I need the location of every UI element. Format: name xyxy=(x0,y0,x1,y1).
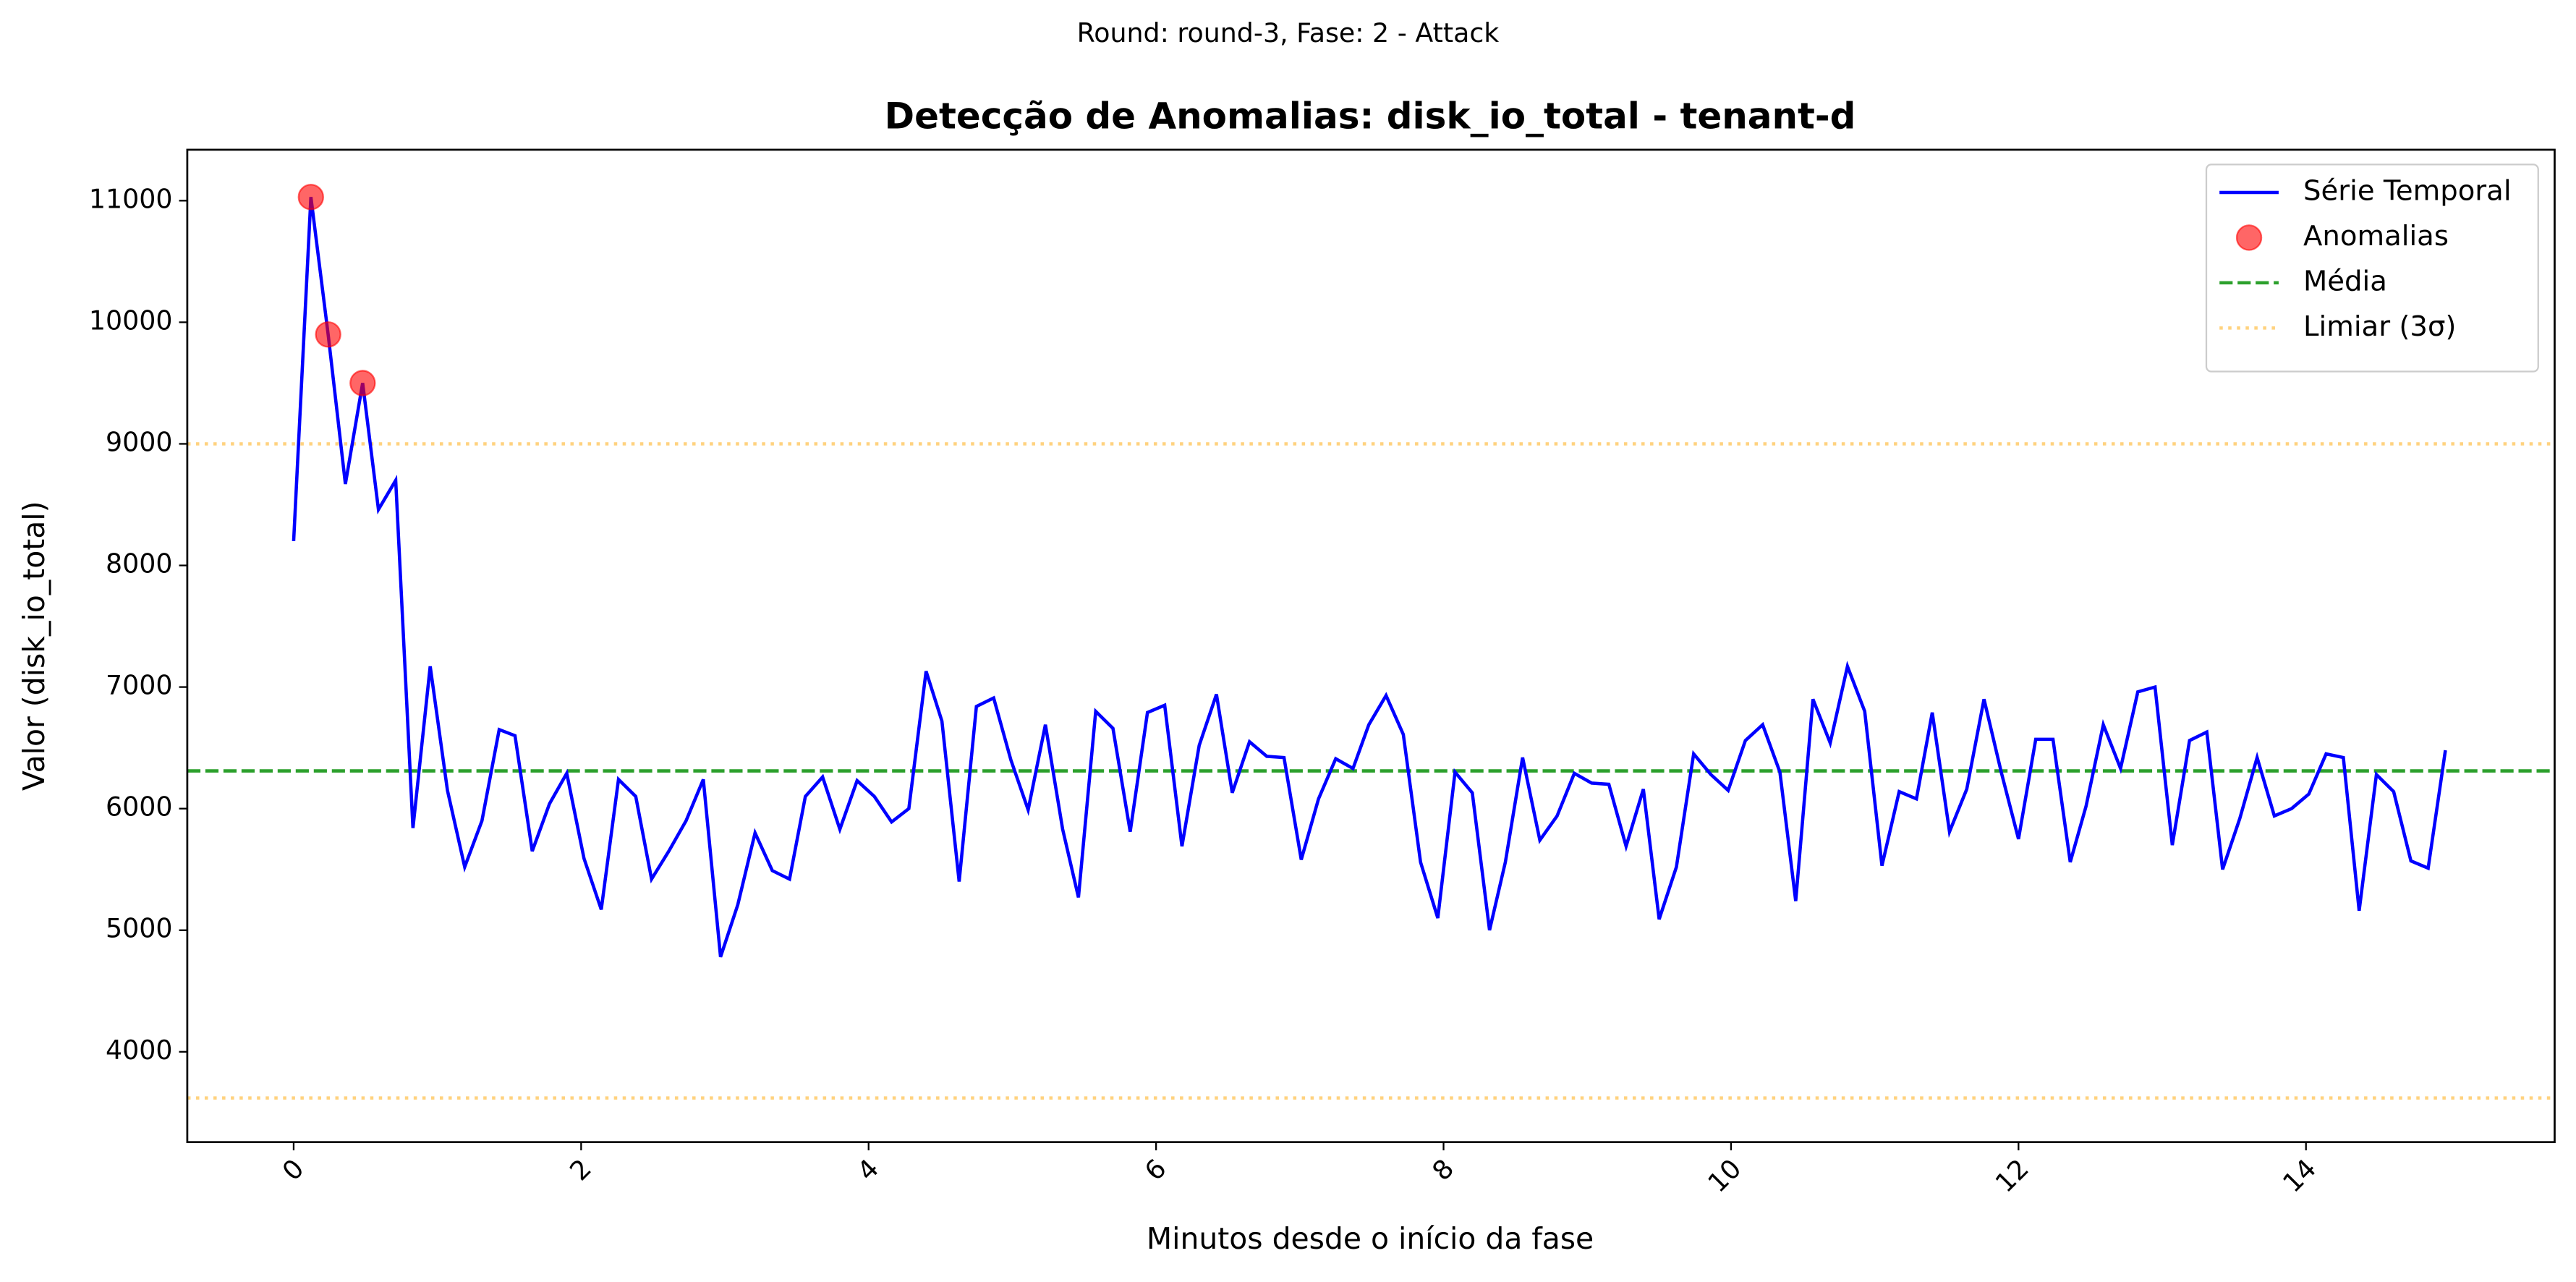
x-tick-label: 12 xyxy=(1989,1152,2035,1198)
x-tick-label: 14 xyxy=(2277,1152,2322,1198)
data-line xyxy=(292,197,2447,958)
anomaly-point xyxy=(315,321,341,348)
x-axis-label: Minutos desde o início da fase xyxy=(1147,1221,1594,1256)
y-tick-label: 9000 xyxy=(106,426,172,457)
suptitle: Round: round-3, Fase: 2 - Attack xyxy=(1077,17,1500,48)
legend-box xyxy=(2205,164,2539,373)
anomaly-point xyxy=(349,370,376,396)
x-tick-label: 6 xyxy=(1139,1152,1173,1187)
chart-title: Detecção de Anomalias: disk_io_total - t… xyxy=(885,95,1856,137)
y-tick-label: 6000 xyxy=(106,791,172,823)
y-tick-label: 11000 xyxy=(89,183,173,214)
y-tick-label: 10000 xyxy=(89,305,173,336)
plot-frame xyxy=(186,148,2556,1144)
y-tick-label: 4000 xyxy=(106,1035,172,1066)
anomaly-point xyxy=(297,184,324,211)
x-tick-label: 10 xyxy=(1701,1152,1747,1198)
y-tick-label: 5000 xyxy=(106,913,172,944)
legend-label: Anomalias xyxy=(2303,220,2449,252)
y-tick-label: 8000 xyxy=(106,548,172,580)
x-tick-label: 2 xyxy=(564,1152,598,1187)
legend-label: Série Temporal xyxy=(2303,175,2512,208)
y-tick-label: 7000 xyxy=(106,670,172,701)
legend-label: Limiar (3σ) xyxy=(2303,310,2456,343)
x-tick-label: 0 xyxy=(276,1152,310,1187)
legend-swatch xyxy=(2235,224,2263,251)
x-tick-label: 8 xyxy=(1426,1152,1460,1187)
x-tick-label: 4 xyxy=(851,1152,885,1187)
y-axis-label: Valor (disk_io_total) xyxy=(17,501,51,791)
legend-label: Média xyxy=(2303,265,2387,297)
